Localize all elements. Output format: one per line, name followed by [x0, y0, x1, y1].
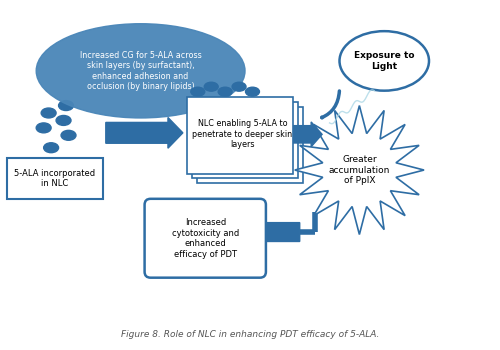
- FancyBboxPatch shape: [197, 107, 303, 183]
- Polygon shape: [196, 114, 215, 123]
- FancyBboxPatch shape: [144, 199, 266, 278]
- Polygon shape: [295, 106, 424, 234]
- Ellipse shape: [191, 87, 205, 96]
- Text: Greater
accumulation
of PpIX: Greater accumulation of PpIX: [328, 155, 390, 185]
- FancyArrow shape: [106, 118, 183, 148]
- Ellipse shape: [58, 100, 74, 111]
- FancyArrow shape: [292, 122, 322, 147]
- Text: Increased CG for 5-ALA across
skin layers (by surfactant),
enhanced adhesion and: Increased CG for 5-ALA across skin layer…: [80, 51, 202, 91]
- Ellipse shape: [36, 24, 245, 118]
- Ellipse shape: [41, 108, 56, 118]
- Ellipse shape: [218, 87, 232, 96]
- Ellipse shape: [36, 123, 51, 133]
- Ellipse shape: [56, 116, 71, 125]
- FancyArrowPatch shape: [322, 91, 340, 118]
- Ellipse shape: [340, 31, 429, 91]
- Ellipse shape: [246, 87, 260, 96]
- FancyBboxPatch shape: [192, 102, 298, 178]
- Ellipse shape: [61, 130, 76, 140]
- FancyBboxPatch shape: [7, 158, 103, 199]
- Ellipse shape: [44, 143, 59, 153]
- Text: Exposure to
Light: Exposure to Light: [354, 51, 414, 71]
- FancyBboxPatch shape: [187, 97, 294, 174]
- Text: Figure 8. Role of NLC in enhancing PDT efficacy of 5-ALA.: Figure 8. Role of NLC in enhancing PDT e…: [121, 330, 379, 339]
- Ellipse shape: [204, 82, 218, 91]
- Text: 5-ALA incorporated
in NLC: 5-ALA incorporated in NLC: [14, 169, 95, 188]
- Text: Increased
cytotoxicity and
enhanced
efficacy of PDT: Increased cytotoxicity and enhanced effi…: [172, 218, 239, 259]
- Ellipse shape: [232, 82, 246, 91]
- FancyArrow shape: [225, 218, 300, 246]
- Text: NLC enabling 5-ALA to
penetrate to deeper skin
layers: NLC enabling 5-ALA to penetrate to deepe…: [192, 119, 292, 149]
